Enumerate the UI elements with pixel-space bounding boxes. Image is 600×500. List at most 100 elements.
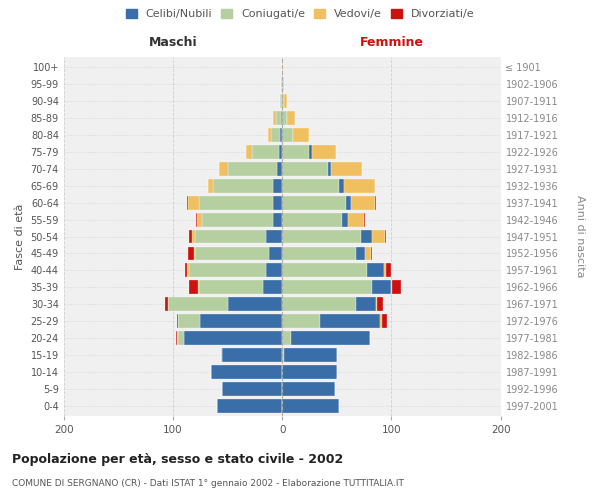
Bar (274, 196, 282, 209)
Bar (195, 230, 266, 243)
Bar (269, 246, 282, 260)
Bar (367, 264, 384, 278)
Bar (342, 212, 348, 226)
Bar (211, 365, 282, 379)
Bar (246, 145, 251, 159)
Bar (282, 179, 339, 192)
Bar (282, 382, 335, 396)
Bar (167, 298, 227, 311)
Bar (346, 196, 351, 209)
Bar (274, 179, 282, 192)
Bar (287, 111, 295, 125)
Bar (371, 246, 372, 260)
Bar (280, 128, 282, 142)
Bar (282, 365, 337, 379)
Bar (200, 314, 282, 328)
Text: Femmine: Femmine (359, 36, 424, 49)
Bar (391, 280, 392, 294)
Bar (217, 399, 282, 413)
Bar (392, 280, 401, 294)
Bar (372, 230, 385, 243)
Bar (196, 212, 197, 226)
Bar (284, 348, 337, 362)
Bar (282, 196, 346, 209)
Bar (198, 280, 199, 294)
Bar (291, 331, 370, 345)
Bar (227, 162, 277, 176)
Bar (199, 280, 263, 294)
Bar (351, 196, 375, 209)
Bar (191, 230, 195, 243)
Bar (277, 162, 282, 176)
Bar (385, 230, 386, 243)
Bar (356, 298, 376, 311)
Bar (187, 264, 190, 278)
Bar (282, 280, 372, 294)
Bar (282, 111, 287, 125)
Bar (275, 111, 281, 125)
Bar (187, 196, 188, 209)
Bar (311, 145, 336, 159)
Bar (266, 230, 282, 243)
Bar (386, 264, 391, 278)
Bar (188, 246, 194, 260)
Bar (190, 230, 191, 243)
Bar (282, 314, 320, 328)
Bar (202, 212, 274, 226)
Bar (282, 331, 291, 345)
Bar (356, 246, 365, 260)
Bar (293, 128, 310, 142)
Bar (320, 314, 380, 328)
Bar (227, 298, 282, 311)
Bar (188, 196, 199, 209)
Bar (274, 212, 282, 226)
Bar (197, 212, 202, 226)
Bar (282, 246, 356, 260)
Bar (282, 162, 328, 176)
Bar (375, 196, 376, 209)
Bar (222, 382, 282, 396)
Bar (208, 179, 214, 192)
Bar (328, 162, 331, 176)
Bar (339, 179, 344, 192)
Bar (365, 246, 371, 260)
Bar (377, 298, 383, 311)
Bar (184, 331, 282, 345)
Bar (282, 145, 310, 159)
Bar (214, 179, 274, 192)
Bar (176, 331, 178, 345)
Bar (190, 280, 198, 294)
Bar (178, 331, 184, 345)
Bar (344, 179, 375, 192)
Bar (348, 212, 364, 226)
Bar (263, 280, 282, 294)
Bar (310, 145, 311, 159)
Bar (280, 94, 282, 108)
Bar (361, 230, 372, 243)
Bar (384, 264, 386, 278)
Bar (221, 348, 222, 362)
Bar (219, 162, 227, 176)
Bar (222, 348, 282, 362)
Text: Popolazione per età, sesso e stato civile - 2002: Popolazione per età, sesso e stato civil… (12, 452, 343, 466)
Bar (195, 246, 269, 260)
Bar (281, 111, 282, 125)
Bar (284, 94, 287, 108)
Bar (282, 298, 356, 311)
Bar (380, 314, 382, 328)
Bar (281, 77, 282, 91)
Bar (199, 196, 274, 209)
Bar (376, 298, 377, 311)
Bar (331, 162, 362, 176)
Y-axis label: Fasce di età: Fasce di età (15, 204, 25, 270)
Bar (178, 314, 200, 328)
Bar (282, 77, 283, 91)
Bar (194, 246, 195, 260)
Bar (282, 212, 342, 226)
Y-axis label: Anni di nascita: Anni di nascita (575, 196, 585, 278)
Bar (282, 399, 339, 413)
Bar (283, 77, 284, 91)
Bar (271, 128, 280, 142)
Bar (282, 230, 361, 243)
Bar (282, 94, 284, 108)
